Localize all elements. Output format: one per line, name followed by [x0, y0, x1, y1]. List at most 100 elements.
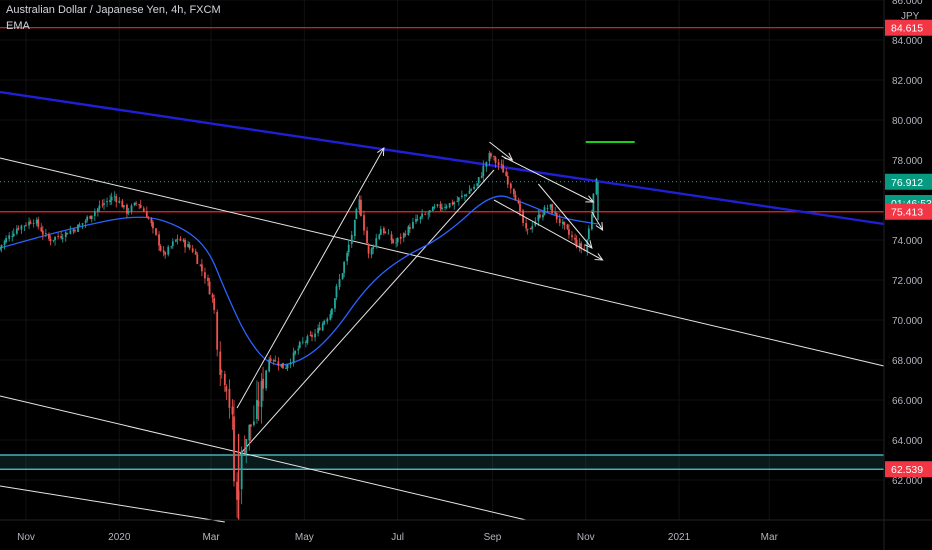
candle-body	[431, 206, 434, 211]
wedge-inner-arrow-head	[584, 240, 593, 249]
candle-body	[321, 323, 324, 331]
candle-body	[220, 371, 223, 372]
candle-body	[257, 400, 260, 407]
candle-body	[497, 162, 500, 165]
candle-body	[260, 381, 263, 408]
candle-body	[433, 206, 436, 208]
candle-body	[121, 200, 124, 208]
candle-body	[488, 152, 491, 162]
candle-body	[512, 189, 515, 195]
candle-body	[60, 236, 63, 239]
horizontal-lines-layer	[0, 27, 884, 470]
candle-body	[74, 229, 76, 232]
candle-body	[549, 204, 552, 208]
candle-body	[575, 239, 578, 247]
candle-body	[268, 359, 271, 372]
wedge-inner-arrow	[537, 183, 593, 249]
candle-body	[11, 236, 14, 237]
candle-body	[127, 211, 130, 213]
time-tick-label: Nov	[577, 532, 595, 543]
candle-body	[421, 213, 424, 217]
time-tick-label: 2020	[108, 532, 131, 543]
time-tick-label: Jul	[391, 532, 404, 543]
candle-body	[164, 252, 167, 255]
candle-body	[12, 233, 15, 237]
candle-body	[28, 221, 30, 226]
candle-body	[392, 239, 394, 244]
candle-body	[534, 221, 537, 226]
candle-body	[262, 378, 264, 389]
price-axis[interactable]: 62.000 64.000 66.000 68.000 70.000 72.000 74.0…	[883, 0, 932, 550]
candle-body	[162, 250, 165, 253]
candle-body	[390, 234, 393, 241]
price-label-tag	[885, 203, 932, 220]
channel-lower-line	[0, 395, 527, 521]
drawings-layer	[236, 141, 635, 409]
candle-body	[139, 204, 142, 208]
candle-body	[54, 236, 56, 241]
candle-body	[480, 176, 483, 178]
candle-body	[395, 242, 398, 244]
candle-body	[330, 308, 333, 315]
candle-body	[208, 281, 211, 295]
price-tick-label: 70.000	[892, 316, 923, 327]
candle-body	[311, 334, 313, 337]
candle-body	[150, 218, 153, 224]
candle-body	[358, 199, 361, 210]
candle-body	[223, 373, 226, 386]
candle-body	[90, 215, 93, 220]
candle-body	[485, 161, 488, 167]
candle-body	[343, 261, 346, 273]
price-tick-label: 84.000	[892, 36, 923, 47]
time-axis[interactable]: Nov 2020 Mar May Jul Sep Nov 2021 Mar	[0, 519, 932, 543]
candle-body	[378, 234, 381, 239]
candle-body	[292, 352, 295, 363]
candle-body	[595, 178, 598, 195]
price-tick-label: 82.000	[892, 76, 923, 87]
candle-body	[219, 351, 222, 375]
candle-body	[439, 204, 442, 209]
price-tick-label: 74.000	[892, 236, 923, 247]
candle-body	[470, 189, 472, 191]
candle-body	[542, 214, 544, 218]
channel-bottom-line	[0, 485, 225, 523]
resistance-line	[0, 90, 885, 226]
candle-body	[428, 210, 431, 213]
candle-body	[138, 204, 141, 206]
candle-body	[118, 200, 121, 203]
candle-body	[184, 239, 186, 248]
candle-body	[574, 237, 576, 240]
price-tick-label: 66.000	[892, 396, 923, 407]
candle-body	[159, 245, 162, 251]
candle-body	[448, 203, 451, 208]
indicator-ema-label[interactable]: EMA	[6, 20, 30, 32]
candle-body	[441, 207, 443, 210]
candle-body	[412, 221, 414, 229]
candle-body	[561, 221, 564, 224]
candle-body	[225, 386, 228, 392]
candle-body	[505, 171, 508, 177]
candle-body	[126, 204, 128, 214]
candle-body	[8, 235, 11, 239]
price-label-tag	[885, 461, 932, 478]
candle-body	[490, 153, 492, 157]
candle-body	[69, 230, 72, 234]
candle-body	[158, 234, 160, 246]
candle-body	[419, 216, 422, 220]
symbol-title[interactable]: Australian Dollar / Japanese Yen, 4h, FX…	[6, 4, 221, 16]
candle-body	[182, 239, 185, 242]
candle-body	[317, 328, 320, 334]
candle-body	[543, 207, 546, 215]
candle-body	[286, 364, 289, 369]
candle-body	[196, 254, 199, 264]
candle-body	[350, 235, 353, 244]
candle-body	[500, 164, 503, 166]
candle-body	[387, 233, 390, 235]
candle-body	[555, 212, 558, 220]
candle-body	[243, 451, 246, 453]
candle-body	[407, 226, 410, 235]
breakout-arrow-head	[595, 221, 604, 231]
price-tick-label: 68.000	[892, 356, 923, 367]
